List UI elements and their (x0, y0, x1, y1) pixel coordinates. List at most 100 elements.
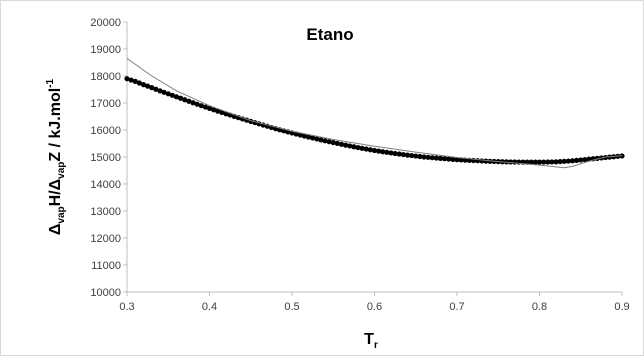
data-point-interp (433, 155, 439, 161)
data-point (487, 158, 493, 164)
y-axis-title-part: vap (56, 162, 67, 179)
y-tick-label: 15000 (90, 152, 121, 164)
data-point (536, 159, 543, 165)
data-point-interp (326, 139, 332, 145)
x-axis-title: Tr (364, 331, 378, 351)
data-point-interp (161, 89, 167, 95)
data-point-interp (582, 156, 588, 163)
data-point-interp (442, 156, 448, 162)
data-point-interp (376, 148, 382, 154)
data-point (388, 150, 394, 156)
y-tick-label: 14000 (90, 179, 121, 191)
data-point (454, 157, 460, 163)
data-point-interp (384, 149, 390, 155)
x-tick-label: 0.3 (119, 301, 134, 313)
data-point-interp (359, 145, 365, 151)
data-point (338, 141, 345, 147)
data-point-interp (413, 153, 419, 159)
y-tick-label: 10000 (90, 287, 121, 299)
data-point (198, 103, 204, 109)
y-tick-label: 11000 (91, 260, 121, 272)
data-point-interp (446, 156, 452, 162)
y-tick-label: 16000 (90, 125, 121, 137)
data-point-interp (429, 155, 435, 161)
data-point-interp (450, 156, 456, 162)
data-point (421, 154, 427, 160)
x-tick-label: 0.9 (614, 301, 629, 313)
data-point (124, 76, 130, 82)
data-point-interp (367, 147, 373, 153)
data-point-interp (330, 139, 336, 146)
data-point-interp (532, 159, 538, 165)
data-point-interp (153, 86, 159, 92)
data-point-interp (557, 158, 563, 165)
y-axis-title: ΔvapH/ΔvapZ / kJ.mol-1 (45, 78, 67, 235)
chart-title: Etano (306, 25, 353, 44)
data-point (132, 78, 138, 84)
x-tick-label: 0.6 (367, 301, 382, 313)
data-point (371, 147, 378, 154)
data-point-interp (545, 159, 551, 165)
data-point (165, 91, 171, 97)
y-axis-title-part: Z / kJ.mol (47, 88, 64, 162)
data-point-interp (194, 101, 200, 107)
data-point (602, 154, 609, 161)
data-point (569, 158, 576, 164)
y-tick-label: 13000 (90, 206, 121, 218)
x-axis-title-sub: r (374, 340, 378, 351)
data-point (182, 97, 188, 103)
data-point-interp (136, 80, 142, 86)
plot-area: 10000 11000 12000 13000 14000 15000 16000 17000… (90, 17, 629, 313)
y-tick-label: 17000 (90, 98, 121, 110)
data-point (404, 152, 411, 158)
data-point (322, 138, 328, 144)
y-axis-title-part: H/Δ (47, 179, 64, 207)
data-point (140, 82, 147, 88)
data-point-interp (202, 104, 208, 110)
data-point (553, 159, 559, 165)
y-tick-label: 20000 (90, 17, 121, 29)
x-tick-label: 0.7 (449, 301, 464, 313)
y-axis-title-part: vap (56, 206, 67, 223)
data-point-interp (425, 154, 431, 160)
data-point-interp (215, 108, 221, 114)
x-axis-title-main: T (364, 331, 374, 348)
data-point-interp (145, 83, 151, 89)
data-point (157, 88, 163, 94)
data-point-interp (363, 146, 369, 152)
data-point-interp (549, 159, 555, 165)
data-point-interp (178, 95, 184, 101)
data-point-interp (334, 140, 340, 147)
data-point (305, 134, 312, 140)
y-axis-title-part: -1 (45, 78, 56, 87)
data-point-interp (561, 158, 567, 164)
x-tick-label: 0.8 (532, 301, 547, 313)
data-point-interp (169, 92, 175, 98)
y-tick-label: 18000 (90, 71, 121, 83)
data-point (206, 105, 213, 111)
data-point-interp (380, 149, 386, 155)
y-tick-label: 12000 (90, 233, 121, 245)
x-tick-label: 0.4 (202, 301, 217, 313)
data-point (190, 100, 196, 106)
data-point-interp (343, 142, 349, 148)
data-point-interp (347, 143, 353, 149)
data-point-interp (211, 107, 217, 113)
data-point-interp (351, 144, 357, 150)
data-point (437, 155, 444, 161)
data-point-interp (128, 77, 134, 83)
data-point-interp (578, 157, 584, 163)
data-point-interp (458, 157, 464, 163)
data-point-interp (314, 136, 320, 142)
data-point-interp (301, 133, 307, 139)
data-point-interp (524, 159, 530, 165)
data-point-interp (186, 98, 192, 104)
data-point-interp (318, 137, 324, 143)
data-point-interp (417, 153, 423, 160)
data-point-interp (409, 152, 415, 159)
data-point-interp (392, 150, 398, 157)
series-line (126, 57, 623, 169)
data-point-interp (310, 135, 316, 141)
